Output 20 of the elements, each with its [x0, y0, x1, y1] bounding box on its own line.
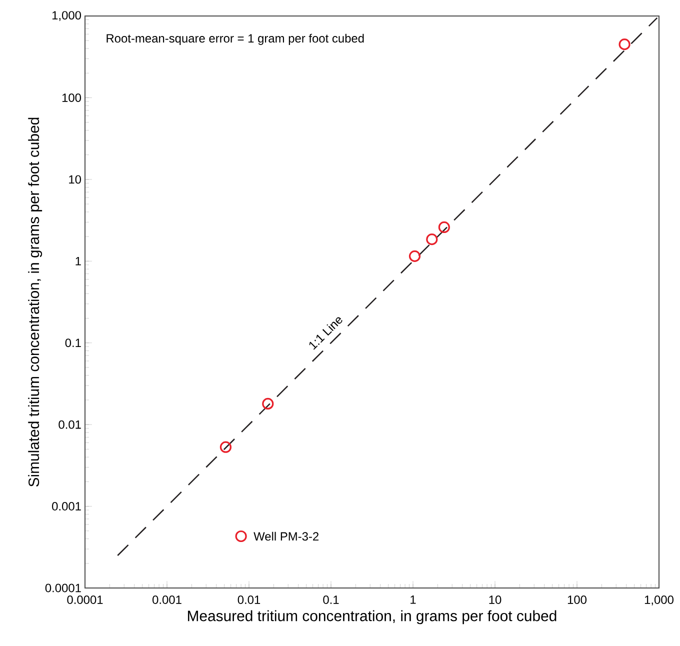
- x-tick-label: 100: [568, 596, 587, 604]
- annotation: Well PM-3-2: [254, 532, 318, 541]
- y-tick-label: 0.1: [65, 338, 81, 348]
- y-tick-label: 0.001: [52, 502, 81, 511]
- y-tick-label: 10: [69, 175, 82, 184]
- x-axis-title: Measured tritium concentration, in grams per foot cubed: [188, 610, 556, 624]
- x-tick-label: 0.1: [323, 596, 339, 604]
- text: 1:1 Line: [309, 317, 342, 350]
- x-tick-label: 1: [410, 596, 416, 604]
- x-tick-label: 0.001: [152, 596, 182, 604]
- x-tick-label: 1,000: [644, 596, 674, 606]
- y-tick-label: 0.01: [58, 420, 81, 429]
- annotation: Root-mean-square error = 1 gram per foot cubed: [106, 34, 364, 45]
- x-tick-label: 10: [489, 596, 502, 604]
- y-tick-label: 0.0001: [45, 584, 81, 592]
- y-tick-label: 1: [76, 257, 81, 266]
- y-tick-label: 100: [62, 93, 82, 102]
- y-tick-label: 1,000: [52, 11, 82, 21]
- y-axis-title: Simulated tritium concentration, in grams per foot cubed: [28, 118, 42, 487]
- x-tick-label: 0.01: [238, 596, 260, 604]
